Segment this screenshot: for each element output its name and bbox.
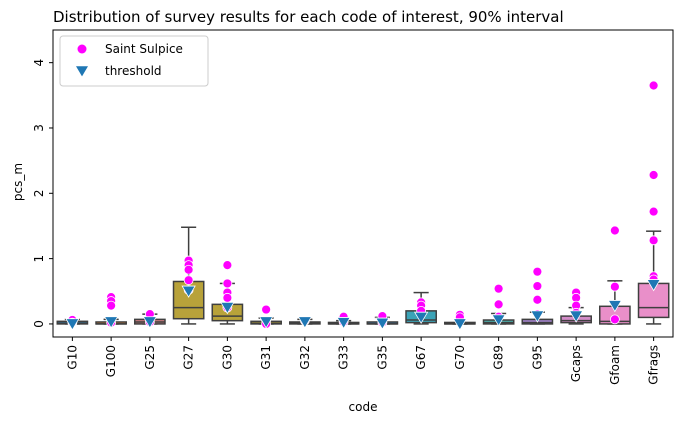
legend-marker-triangle [76,66,88,77]
threshold-point [568,310,584,323]
threshold-point [491,314,506,327]
saint-sulpice-point [648,206,659,217]
x-tick-label: G70 [453,345,467,370]
y-tick-label: 1 [32,255,46,263]
threshold-point [530,310,545,323]
x-tick-label: Gfrags [647,345,661,385]
y-tick-label: 0 [32,320,46,328]
saint-sulpice-point [222,292,233,303]
threshold-point [646,279,661,292]
threshold-point [336,317,351,330]
x-tick-label: G32 [298,345,312,370]
y-tick-label: 3 [32,124,46,132]
legend-label: Saint Sulpice [105,42,183,56]
x-tick-label: G95 [530,345,544,370]
plot-area: 0 1 2 3 4 G10 G100 G25 G27 G30 G31 G32 G33 G35 G67 G70 G… [32,29,674,385]
saint-sulpice-point [261,304,272,315]
plot-frame [52,29,674,338]
threshold-point [103,316,119,329]
box-body [637,282,670,319]
saint-sulpice-point [532,294,543,305]
x-tick-label: G33 [337,345,351,370]
saint-sulpice-point [609,314,620,325]
x-tick-label: G25 [143,345,157,370]
x-tick-label: G89 [492,345,506,370]
saint-sulpice-point [648,80,659,91]
x-tick-label: G27 [182,345,196,370]
saint-sulpice-point [222,260,233,271]
y-tick-label: 2 [32,189,46,197]
x-axis-label: code [349,400,378,414]
legend: Saint Sulpice threshold [59,35,209,87]
saint-sulpice-point [648,235,659,246]
threshold-point [142,316,158,329]
legend-label: threshold [105,64,162,78]
saint-sulpice-point [183,275,194,286]
threshold-point [607,300,623,313]
y-axis-label: pcs_m [11,163,25,201]
threshold-point [297,316,313,329]
threshold-point [375,317,390,330]
saint-sulpice-point [609,281,620,292]
x-tick-label: G35 [375,345,389,370]
x-tick-label: G10 [65,345,79,370]
saint-sulpice-point [648,170,659,180]
legend-frame [59,35,209,87]
threshold-point [181,285,196,298]
x-tick-label: Gcaps [569,345,583,382]
chart-title: Distribution of survey results for each … [53,8,564,26]
x-tick-label: G30 [220,345,234,370]
threshold-point [413,311,429,325]
threshold-point [220,302,235,315]
saint-sulpice-point [222,278,233,289]
threshold-point [65,318,80,331]
x-tick-label: G31 [259,345,273,370]
threshold-point [258,316,274,329]
box-g27 [172,226,205,325]
saint-sulpice-point [493,299,504,310]
saint-sulpice-point [493,283,504,294]
legend-marker-circle [77,44,87,54]
threshold-point [452,318,468,331]
saint-sulpice-point [532,281,543,291]
x-tick-label: Gfoam [608,345,622,385]
saint-sulpice-point [106,300,117,311]
saint-sulpice-point [609,225,620,236]
x-tick-label: G100 [104,345,118,377]
saint-sulpice-point [183,264,194,275]
x-tick-label: G67 [414,345,428,370]
saint-sulpice-point [532,266,543,277]
y-tick-label: 4 [32,59,46,67]
box-gfrags [637,230,670,325]
